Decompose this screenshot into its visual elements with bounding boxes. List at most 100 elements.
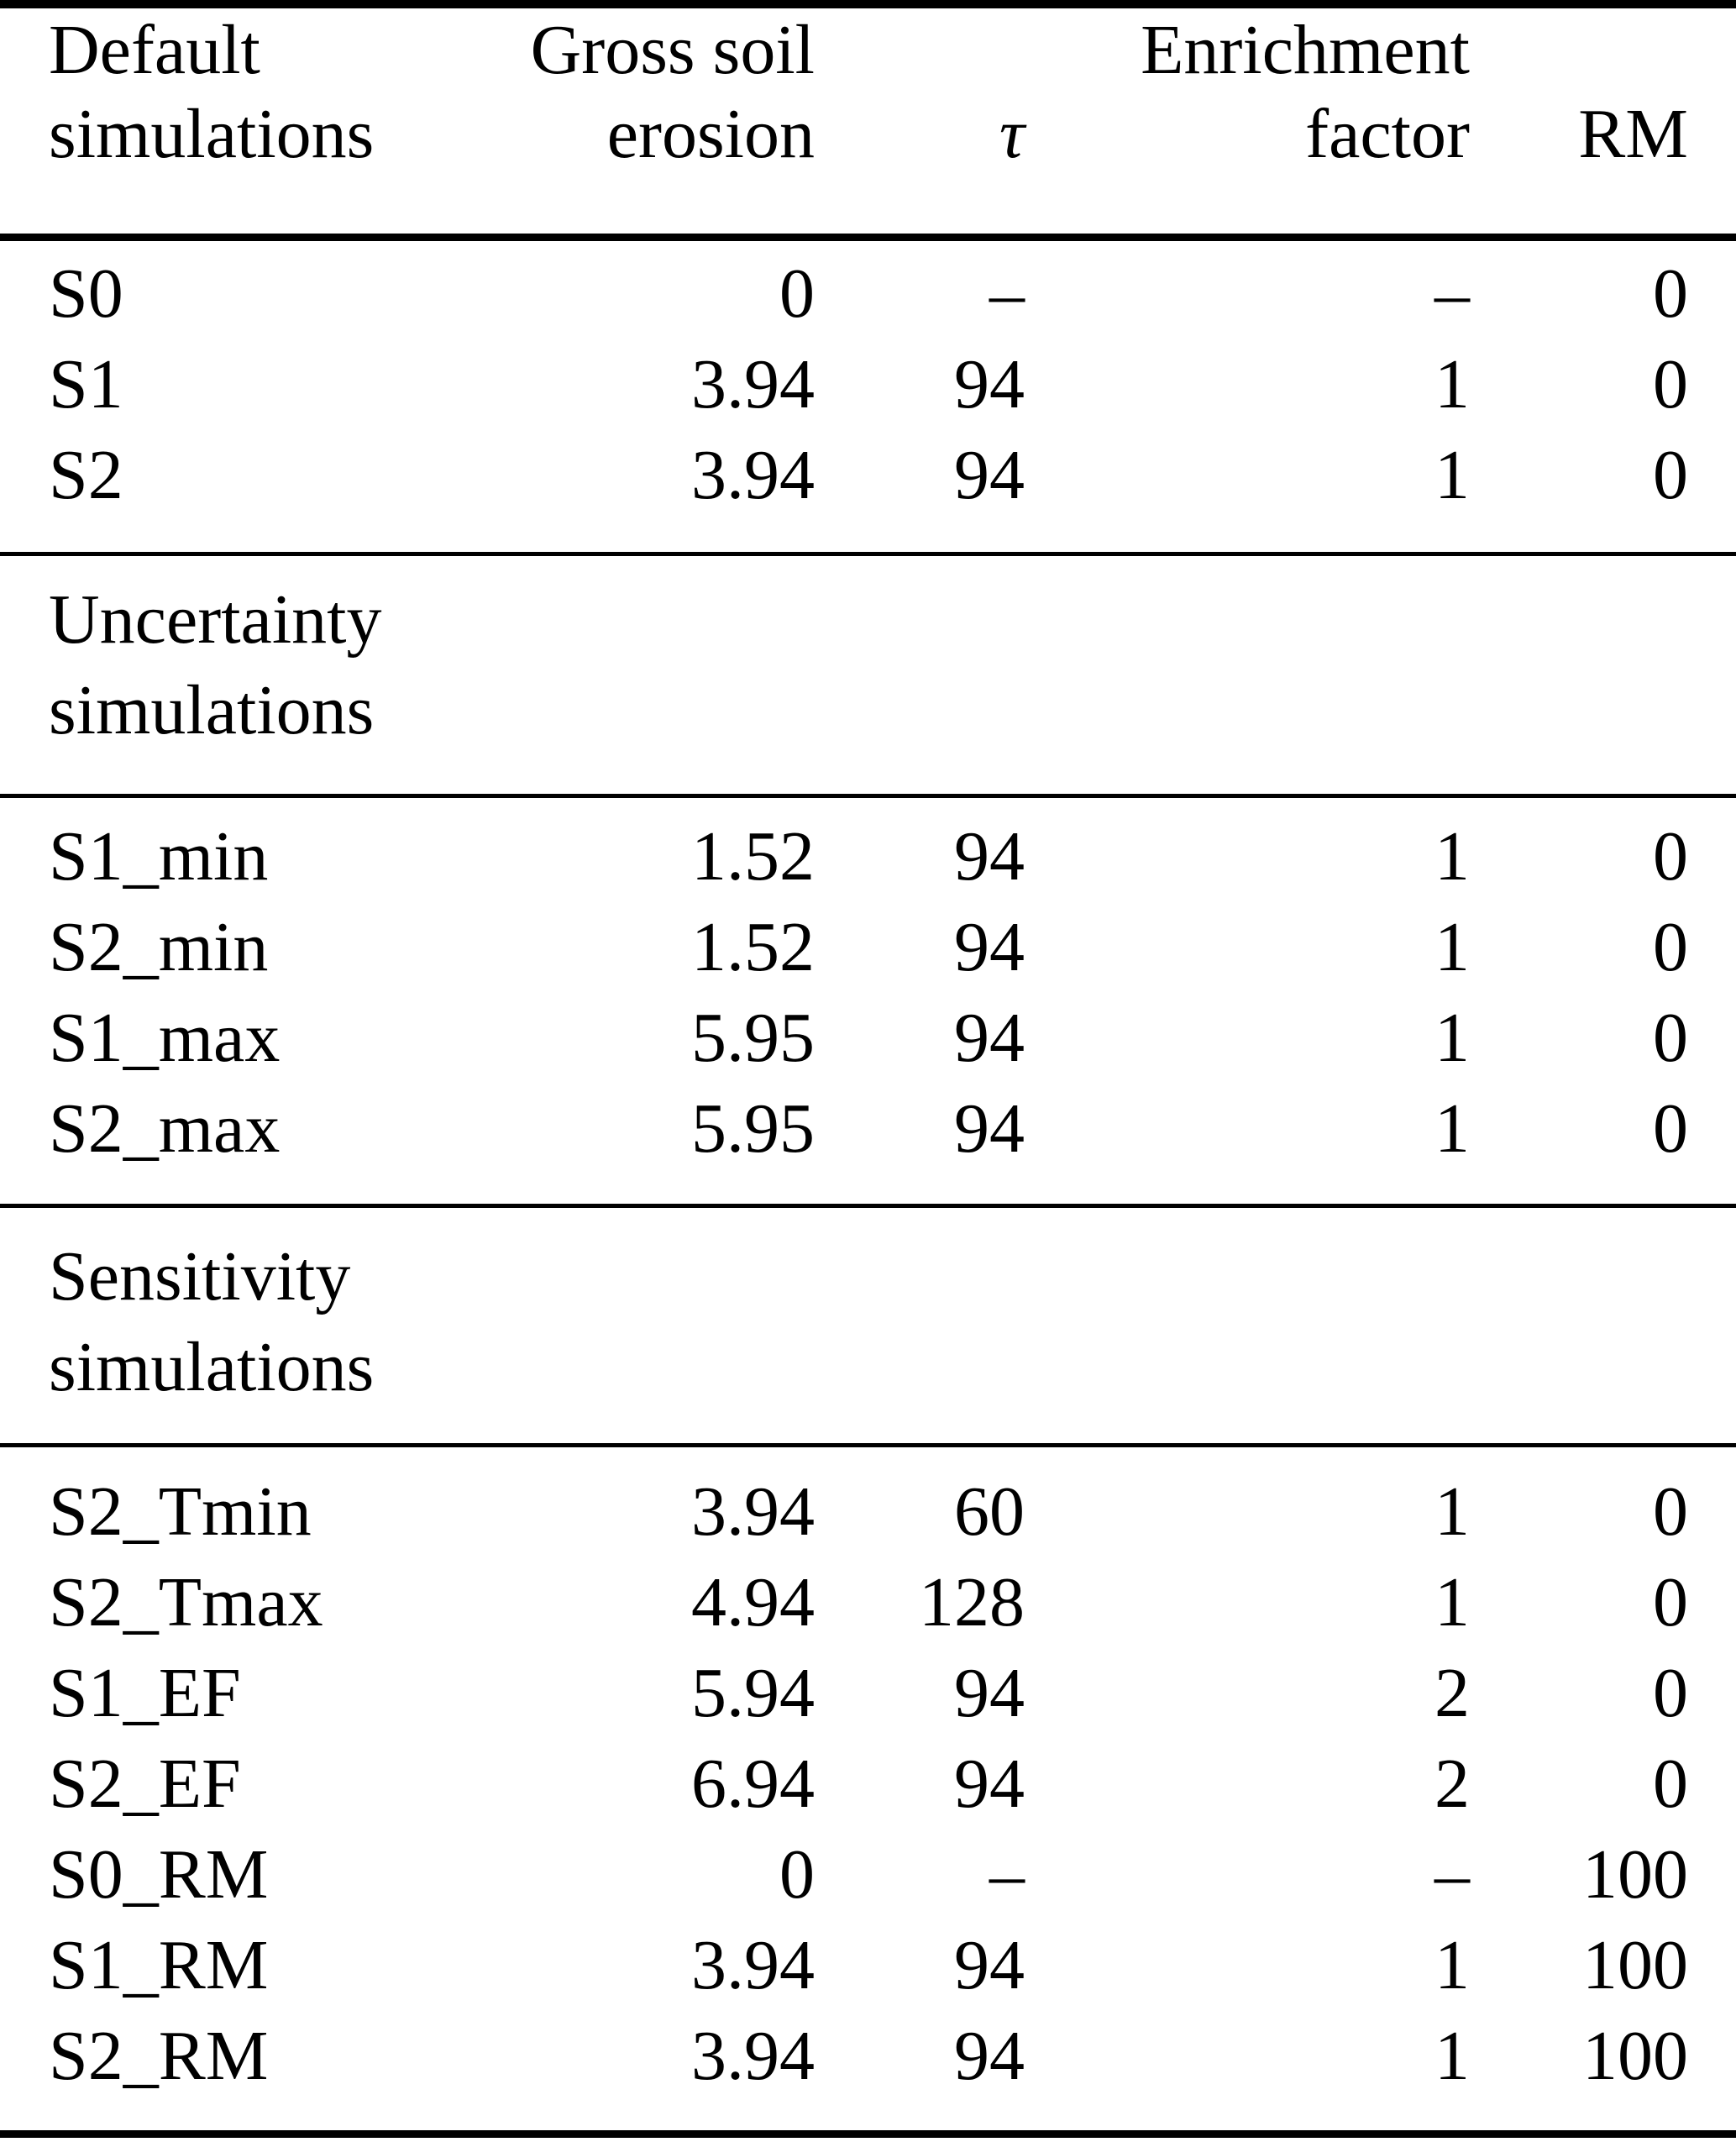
cell-tau: 94 [954, 1089, 1025, 1168]
cell-gross-soil-erosion: 5.95 [691, 999, 815, 1077]
cell-tau: 94 [954, 999, 1025, 1077]
row-label: S2_RM [49, 2017, 269, 2095]
cell-gross-soil-erosion: 3.94 [691, 1473, 815, 1551]
column-header-line: Gross soil [530, 11, 815, 89]
row-label: S2_min [49, 908, 269, 986]
row-label: S0 [49, 255, 123, 333]
cell-gross-soil-erosion: 0 [779, 255, 815, 333]
row-label: S1 [49, 345, 123, 423]
cell-rm: 0 [1653, 999, 1688, 1077]
column-header-line [815, 8, 1025, 92]
cell-gross-soil-erosion: 5.94 [691, 1654, 815, 1732]
cell-tau: 94 [954, 2017, 1025, 2095]
section-title-line: Uncertainty [49, 580, 382, 659]
section-title-line: simulations [49, 1328, 375, 1406]
bottom-rule [0, 2130, 1736, 2138]
row-label: S0_RM [49, 1835, 269, 1914]
row-label: S1_max [49, 999, 281, 1077]
cell-rm: 0 [1653, 1745, 1688, 1823]
sensitivity-simulations-rows: S2_Tmin 3.94 60 1 0 S2_Tmax 4.94 128 1 0… [0, 1447, 1736, 2130]
row-label: S1_min [49, 817, 269, 895]
tau-symbol: τ [999, 95, 1025, 173]
column-header-tau: τ [815, 8, 1025, 176]
section-divider-rule [0, 552, 1736, 556]
cell-enrichment-factor: 1 [1434, 908, 1470, 986]
cell-tau: 94 [954, 817, 1025, 895]
cell-enrichment-factor: – [1434, 1835, 1470, 1914]
default-simulations-rows: S0 0 – – 0 S1 3.94 94 1 0 S2 3.94 94 1 0 [0, 241, 1736, 552]
row-label: S1_RM [49, 1926, 269, 2004]
cell-tau: 94 [954, 436, 1025, 514]
cell-rm: 0 [1653, 1473, 1688, 1551]
cell-enrichment-factor: 1 [1434, 1926, 1470, 2004]
cell-enrichment-factor: 1 [1434, 345, 1470, 423]
column-header-line: RM [1578, 95, 1688, 173]
cell-enrichment-factor: 1 [1434, 1089, 1470, 1168]
column-header-gross-soil-erosion: Gross soil erosion [511, 8, 815, 176]
section-title-line: Sensitivity [49, 1237, 351, 1315]
uncertainty-simulations-rows: S1_min 1.52 94 1 0 S2_min 1.52 94 1 0 S1… [0, 798, 1736, 1204]
row-label: S2_Tmax [49, 1563, 323, 1641]
row-label: S1_EF [49, 1654, 241, 1732]
cell-tau: 94 [954, 345, 1025, 423]
section-divider-rule [0, 794, 1736, 798]
row-label: S2_EF [49, 1745, 241, 1823]
cell-tau: 94 [954, 1654, 1025, 1732]
cell-tau: 128 [919, 1563, 1025, 1641]
section-divider-rule [0, 1443, 1736, 1447]
cell-rm: 0 [1653, 436, 1688, 514]
section-title-sensitivity: Sensitivity simulations [0, 1208, 1736, 1443]
section-title-line: simulations [49, 671, 375, 749]
cell-rm: 100 [1582, 1835, 1688, 1914]
cell-enrichment-factor: 1 [1434, 817, 1470, 895]
cell-rm: 0 [1653, 1654, 1688, 1732]
section-title-uncertainty: Uncertainty simulations [0, 556, 1736, 794]
top-rule [0, 0, 1736, 8]
cell-gross-soil-erosion: 4.94 [691, 1563, 815, 1641]
header-rule [0, 234, 1736, 241]
row-label: S2_Tmin [49, 1473, 312, 1551]
column-header-rm: RM [1470, 8, 1688, 176]
cell-tau: – [989, 255, 1025, 333]
column-header-line: simulations [49, 95, 375, 173]
cell-enrichment-factor: 2 [1434, 1654, 1470, 1732]
cell-gross-soil-erosion: 3.94 [691, 1926, 815, 2004]
cell-rm: 100 [1582, 2017, 1688, 2095]
cell-tau: 94 [954, 1926, 1025, 2004]
cell-rm: 100 [1582, 1926, 1688, 2004]
cell-gross-soil-erosion: 3.94 [691, 2017, 815, 2095]
row-label: S2_max [49, 1089, 281, 1168]
column-header-line: Default [49, 11, 260, 89]
cell-rm: 0 [1653, 908, 1688, 986]
cell-rm: 0 [1653, 817, 1688, 895]
cell-gross-soil-erosion: 1.52 [691, 817, 815, 895]
cell-rm: 0 [1653, 1563, 1688, 1641]
cell-enrichment-factor: 1 [1434, 2017, 1470, 2095]
row-label: S2 [49, 436, 123, 514]
column-header-simulations: Default simulations [49, 8, 511, 176]
table-header: Default simulations Gross soil erosion τ… [0, 8, 1736, 234]
cell-tau: 60 [954, 1473, 1025, 1551]
cell-gross-soil-erosion: 6.94 [691, 1745, 815, 1823]
section-divider-rule [0, 1204, 1736, 1208]
cell-rm: 0 [1653, 255, 1688, 333]
column-header-line [1470, 8, 1688, 92]
cell-rm: 0 [1653, 345, 1688, 423]
cell-tau: 94 [954, 908, 1025, 986]
cell-enrichment-factor: 1 [1434, 1473, 1470, 1551]
column-header-line: Enrichment [1141, 11, 1470, 89]
cell-gross-soil-erosion: 1.52 [691, 908, 815, 986]
cell-tau: – [989, 1835, 1025, 1914]
cell-enrichment-factor: 1 [1434, 1563, 1470, 1641]
cell-enrichment-factor: 1 [1434, 436, 1470, 514]
cell-enrichment-factor: 1 [1434, 999, 1470, 1077]
cell-gross-soil-erosion: 5.95 [691, 1089, 815, 1168]
column-header-line: factor [1305, 95, 1470, 173]
cell-gross-soil-erosion: 3.94 [691, 345, 815, 423]
cell-gross-soil-erosion: 3.94 [691, 436, 815, 514]
cell-rm: 0 [1653, 1089, 1688, 1168]
cell-tau: 94 [954, 1745, 1025, 1823]
column-header-enrichment-factor: Enrichment factor [1025, 8, 1470, 176]
cell-gross-soil-erosion: 0 [779, 1835, 815, 1914]
